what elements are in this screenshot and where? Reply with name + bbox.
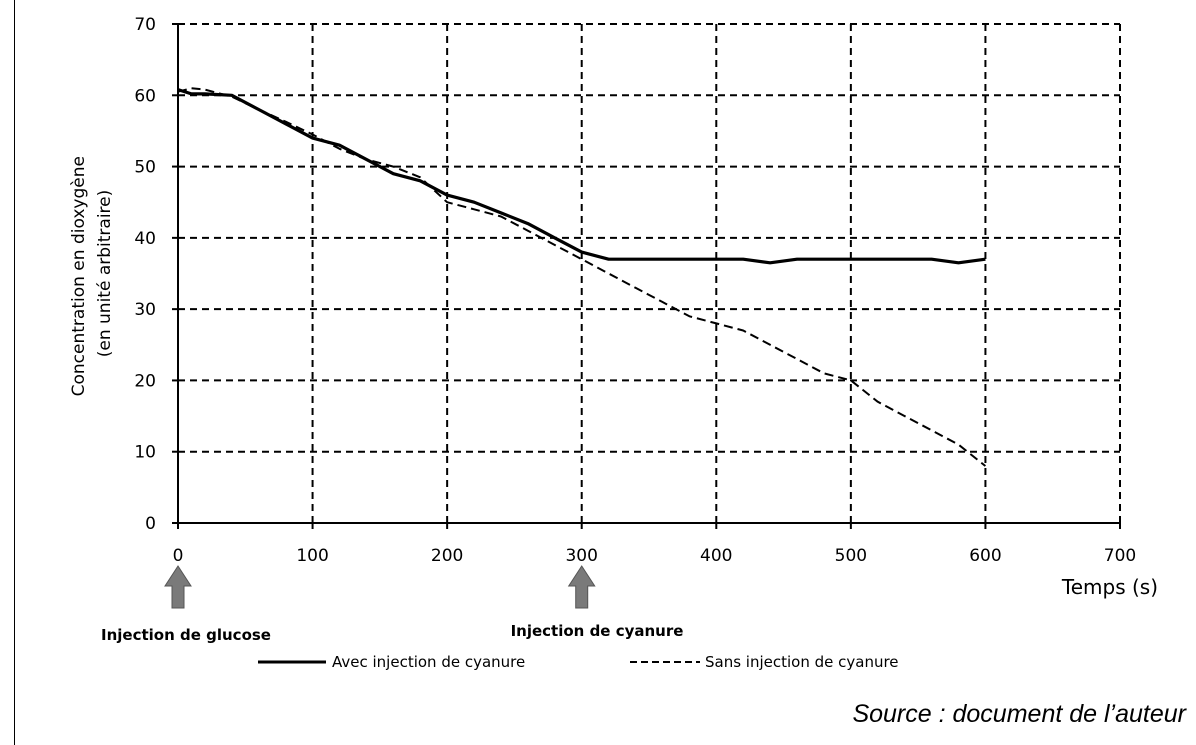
y-tick-label: 10 xyxy=(134,443,156,463)
y-tick-label: 60 xyxy=(134,86,156,106)
x-tick-label: 400 xyxy=(700,546,732,566)
y-tick-label: 30 xyxy=(134,300,156,320)
legend-label: Sans injection de cyanure xyxy=(705,653,899,671)
left-border-rule xyxy=(14,0,15,745)
x-tick-label: 0 xyxy=(173,546,184,566)
y-tick-label: 20 xyxy=(134,371,156,391)
series-line-1 xyxy=(177,88,986,265)
y-axis-title-line-2: (en unité arbitraire) xyxy=(95,190,115,358)
grid xyxy=(177,23,1121,523)
legend: Avec injection de cyanure Sans injection … xyxy=(258,653,899,671)
x-tick-label: 200 xyxy=(431,546,463,566)
y-tick-label: 50 xyxy=(134,158,156,178)
series-lines xyxy=(177,87,987,467)
up-arrow-icon xyxy=(567,565,596,609)
source-caption: Source : document de l’auteur xyxy=(852,700,1186,728)
y-axis-title: Concentration en dioxygène (en unité arb… xyxy=(69,151,115,397)
axes xyxy=(172,23,1121,529)
x-axis-title: Temps (s) xyxy=(1061,575,1158,599)
x-tick-label: 300 xyxy=(565,546,597,566)
x-tick-label: 700 xyxy=(1104,546,1136,566)
y-tick-label: 70 xyxy=(134,15,156,35)
up-arrow-icon xyxy=(164,565,192,609)
x-tick-label: 600 xyxy=(969,546,1001,566)
y-tick-label: 0 xyxy=(145,514,156,534)
y-tick-label: 40 xyxy=(134,229,156,249)
y-axis-title-line-1: Concentration en dioxygène xyxy=(69,156,89,396)
annotation-label: Injection de cyanure xyxy=(511,622,684,640)
annotations: Injection de glucose Injection de cyanure xyxy=(101,565,684,644)
legend-label: Avec injection de cyanure xyxy=(332,653,525,671)
annotation-label: Injection de glucose xyxy=(101,626,271,644)
x-tick-label: 500 xyxy=(835,546,867,566)
series-line-2 xyxy=(177,87,987,467)
x-tick-label: 100 xyxy=(296,546,328,566)
